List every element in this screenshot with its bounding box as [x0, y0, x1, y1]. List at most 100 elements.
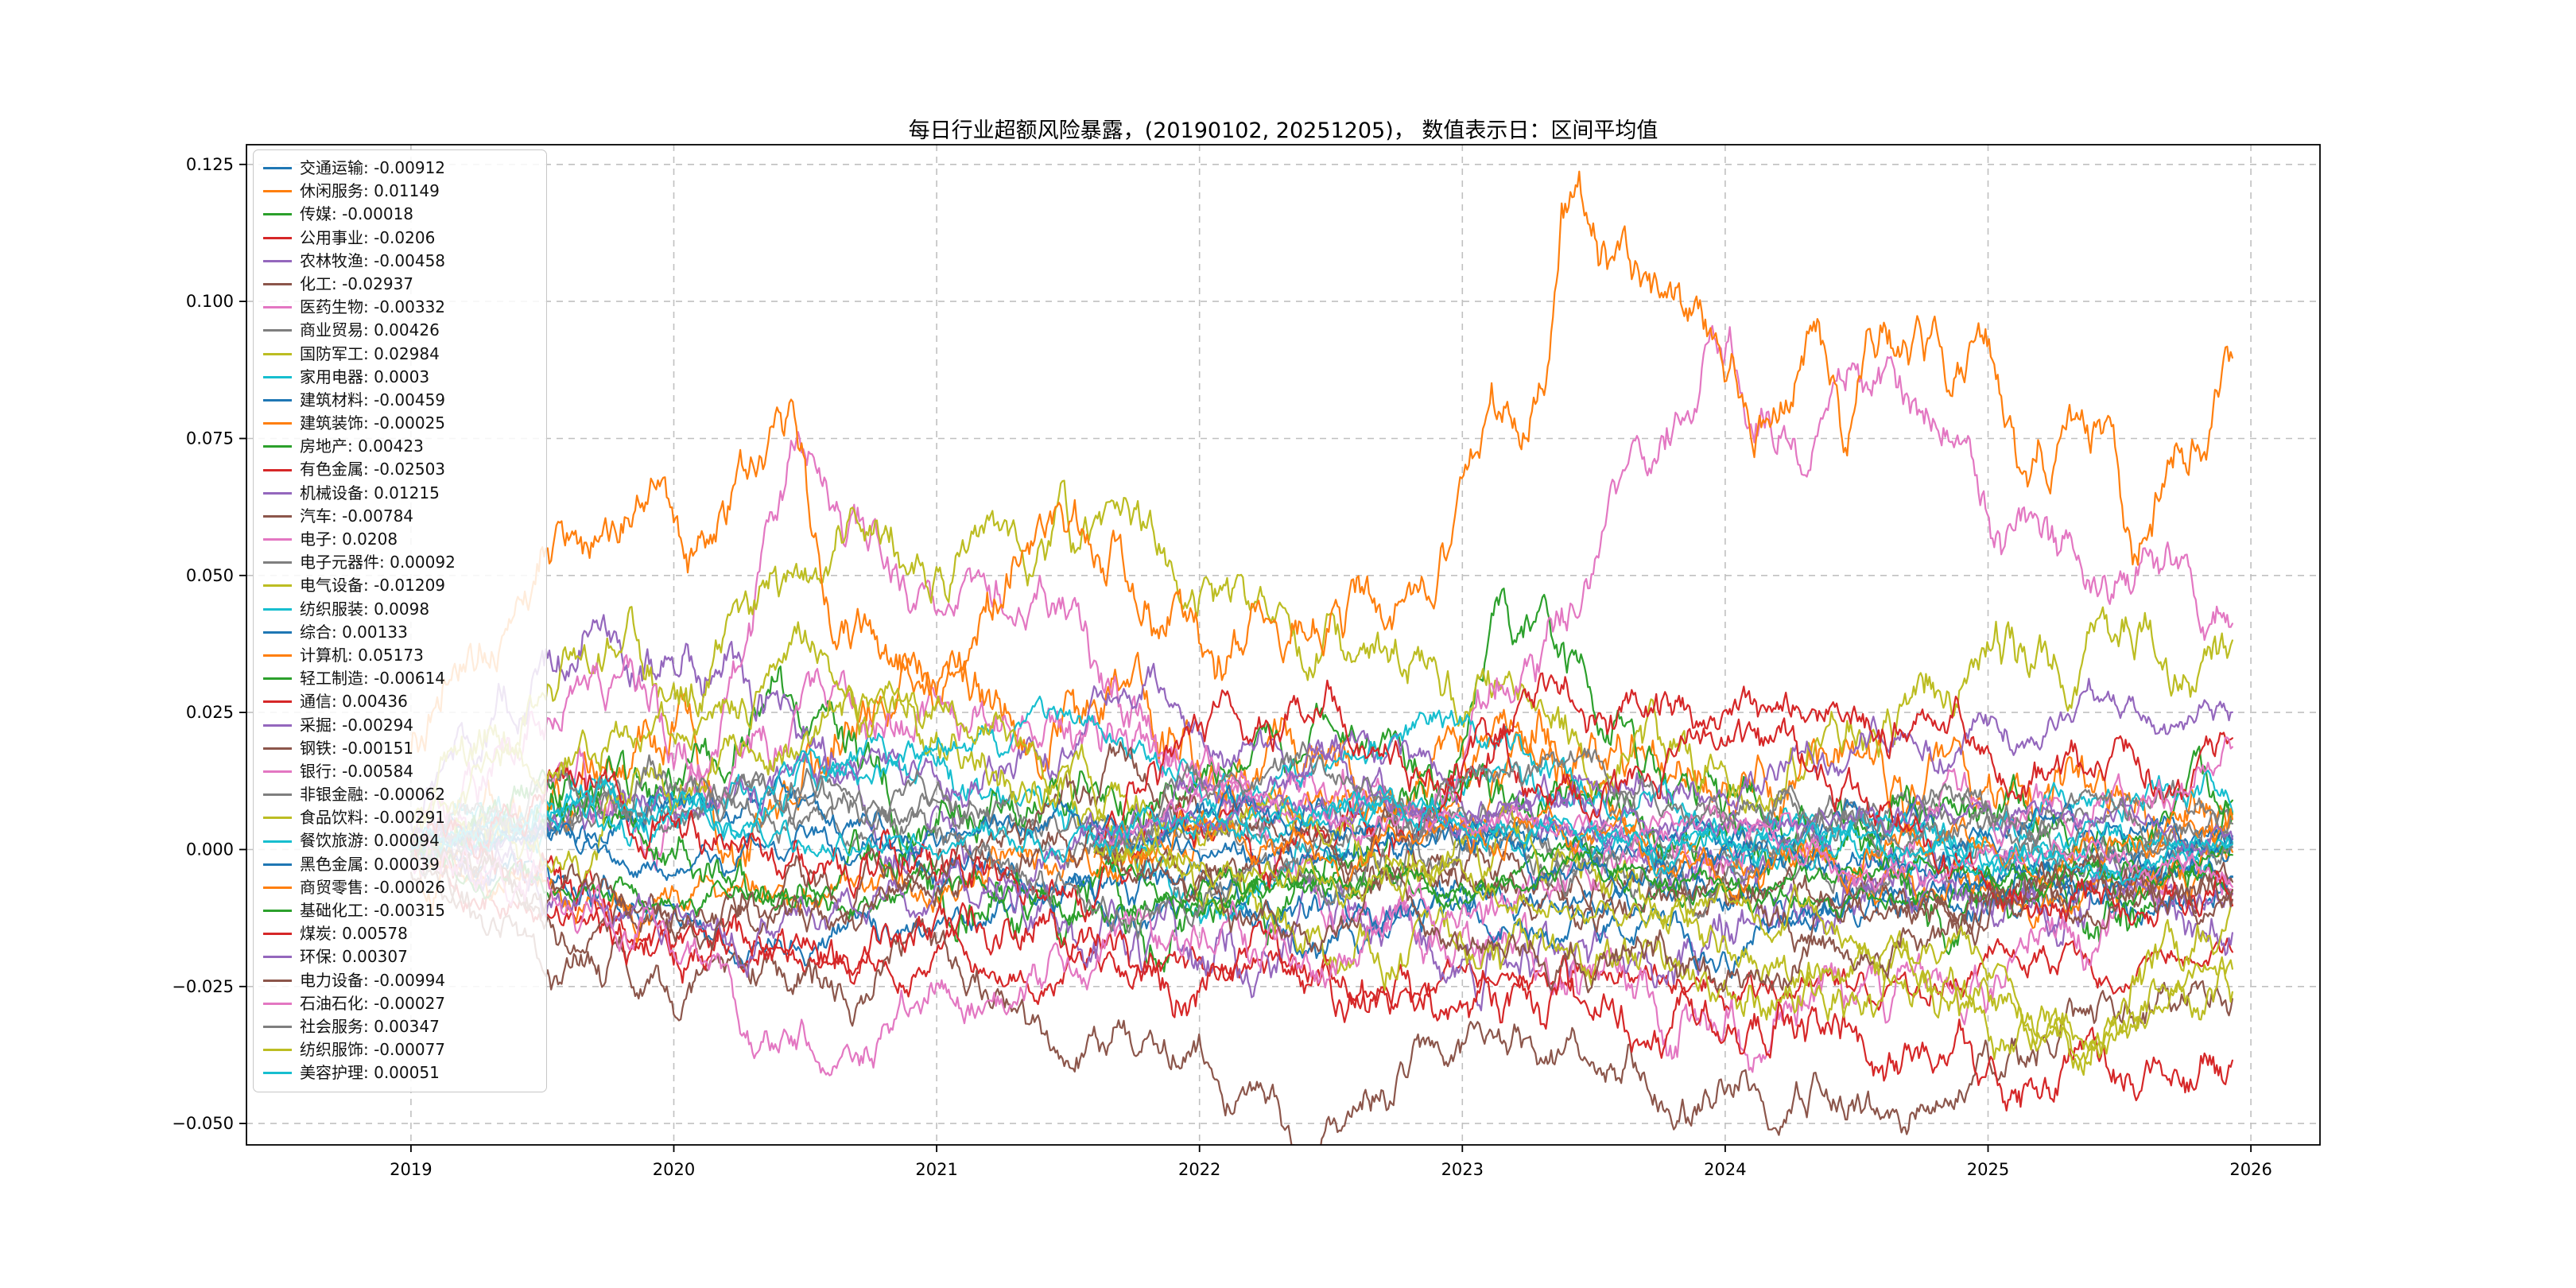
legend-label: 轻工制造: -0.00614	[300, 669, 446, 689]
legend-label: 公用事业: -0.0206	[300, 227, 436, 247]
x-tick-label: 2026	[2229, 1160, 2271, 1179]
x-tick-label: 2023	[1441, 1160, 1484, 1179]
legend-line-swatch	[263, 817, 292, 820]
legend-label: 医药生物: -0.00332	[300, 297, 446, 317]
legend-line-swatch	[263, 352, 292, 355]
legend-line-swatch	[263, 933, 292, 936]
x-tick-label: 2021	[915, 1160, 957, 1179]
legend-entry: 社会服务: 0.00347	[263, 1015, 537, 1038]
legend-entry: 医药生物: -0.00332	[263, 296, 537, 319]
legend-label: 餐饮旅游: 0.00094	[300, 831, 440, 851]
legend-entry: 公用事业: -0.0206	[263, 227, 537, 250]
legend-box: 交通运输: -0.00912 休闲服务: 0.01149 传媒: -0.00018 公…	[253, 149, 547, 1092]
legend-line-swatch	[263, 979, 292, 982]
legend-entry: 商贸零售: -0.00026	[263, 876, 537, 899]
legend-label: 电子元器件: 0.00092	[300, 553, 456, 572]
legend-line-swatch	[263, 445, 292, 448]
legend-label: 房地产: 0.00423	[300, 436, 424, 456]
legend-line-swatch	[263, 863, 292, 866]
legend-line-swatch	[263, 770, 292, 773]
legend-line-swatch	[263, 840, 292, 843]
legend-entry: 电子: 0.0208	[263, 528, 537, 551]
legend-entry: 商业贸易: 0.00426	[263, 319, 537, 342]
legend-label: 国防军工: 0.02984	[300, 343, 440, 363]
legend-entry: 有色金属: -0.02503	[263, 458, 537, 481]
legend-entry: 轻工制造: -0.00614	[263, 667, 537, 690]
legend-label: 农林牧渔: -0.00458	[300, 250, 446, 270]
legend-entry: 交通运输: -0.00912	[263, 157, 537, 180]
x-tick-label: 2025	[1967, 1160, 2009, 1179]
legend-entry: 化工: -0.02937	[263, 273, 537, 296]
legend-label: 纺织服饰: -0.00077	[300, 1040, 446, 1060]
legend-line-swatch	[263, 584, 292, 588]
legend-label: 黑色金属: 0.00039	[300, 854, 440, 874]
legend-entry: 传媒: -0.00018	[263, 203, 537, 226]
legend-label: 电气设备: -0.01209	[300, 576, 446, 596]
legend-line-swatch	[263, 491, 292, 495]
legend-entry: 黑色金属: 0.00039	[263, 853, 537, 876]
series-line-煤炭	[1093, 679, 2233, 928]
legend-label: 石油石化: -0.00027	[300, 993, 446, 1013]
legend-label: 食品饮料: -0.00291	[300, 808, 446, 828]
series-line-采掘	[409, 743, 2233, 978]
legend-entry: 食品饮料: -0.00291	[263, 806, 537, 829]
legend-entry: 汽车: -0.00784	[263, 505, 537, 528]
series-line-钢铁	[409, 741, 2233, 951]
series-line-社会服务	[1093, 741, 2233, 866]
legend-line-swatch	[263, 1002, 292, 1005]
legend-line-swatch	[263, 1049, 292, 1052]
y-tick-label: 0.050	[186, 566, 234, 585]
legend-entry: 采掘: -0.00294	[263, 714, 537, 737]
legend-label: 有色金属: -0.02503	[300, 460, 446, 479]
legend-label: 计算机: 0.05173	[300, 645, 424, 665]
legend-entry: 综合: 0.00133	[263, 621, 537, 644]
legend-entry: 电力设备: -0.00994	[263, 969, 537, 992]
series-line-国防军工	[409, 479, 2233, 837]
legend-entry: 电气设备: -0.01209	[263, 574, 537, 597]
series-line-化工	[409, 862, 2233, 1145]
series-line-非银金融	[409, 754, 2233, 940]
axes-spines	[246, 144, 2321, 1146]
legend-line-swatch	[263, 724, 292, 727]
legend-label: 商业贸易: 0.00426	[300, 320, 440, 340]
legend-entry: 银行: -0.00584	[263, 760, 537, 783]
legend-label: 采掘: -0.00294	[300, 715, 414, 735]
legend-label: 建筑装饰: -0.00025	[300, 413, 446, 433]
legend-label: 综合: 0.00133	[300, 622, 408, 642]
legend-line-swatch	[263, 654, 292, 658]
legend-entry: 计算机: 0.05173	[263, 644, 537, 667]
legend-line-swatch	[263, 630, 292, 634]
legend-label: 银行: -0.00584	[300, 761, 414, 781]
y-axis: 0.125 0.100 0.075 0.050 0.025 0.000 −0.025 −0.0…	[172, 155, 246, 1133]
legend-label: 社会服务: 0.00347	[300, 1016, 440, 1036]
legend-line-swatch	[263, 538, 292, 541]
series-line-医药生物	[409, 431, 2233, 1073]
legend-label: 商贸零售: -0.00026	[300, 877, 446, 897]
series-line-食品饮料	[409, 621, 2233, 1077]
legend-line-swatch	[263, 375, 292, 378]
legend-label: 电力设备: -0.00994	[300, 970, 446, 990]
legend-line-swatch	[263, 1026, 292, 1029]
legend-entry: 国防军工: 0.02984	[263, 343, 537, 366]
legend-entry: 美容护理: 0.00051	[263, 1061, 537, 1084]
axes-background	[246, 145, 2320, 1145]
y-tick-label: −0.025	[172, 977, 234, 996]
legend-entry: 餐饮旅游: 0.00094	[263, 829, 537, 852]
legend-line-swatch	[263, 677, 292, 681]
y-tick-label: −0.050	[172, 1114, 234, 1133]
legend-label: 钢铁: -0.00151	[300, 738, 414, 758]
legend-entry: 通信: 0.00436	[263, 690, 537, 713]
legend-label: 化工: -0.02937	[300, 274, 414, 293]
legend-line-swatch	[263, 514, 292, 518]
series-group	[409, 170, 2233, 1145]
legend-entry: 石油石化: -0.00027	[263, 992, 537, 1015]
legend-line-swatch	[263, 398, 292, 402]
legend-line-swatch	[263, 468, 292, 471]
legend-line-swatch	[263, 213, 292, 216]
legend-line-swatch	[263, 561, 292, 564]
x-tick-label: 2019	[390, 1160, 432, 1179]
legend-entry: 钢铁: -0.00151	[263, 737, 537, 760]
legend-label: 家用电器: 0.0003	[300, 367, 430, 386]
legend-label: 汽车: -0.00784	[300, 506, 414, 526]
